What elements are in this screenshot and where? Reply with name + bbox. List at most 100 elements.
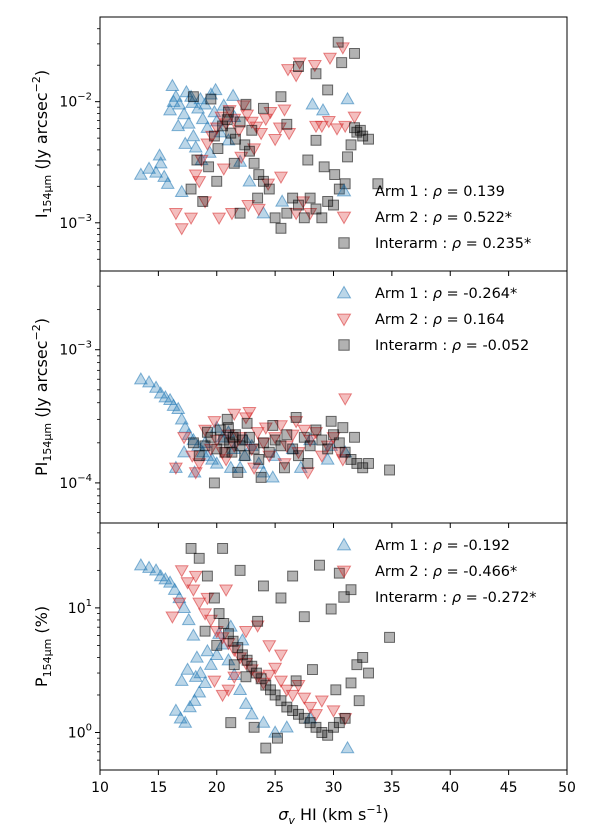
data-point-triangle-up [193,665,208,679]
data-point-triangle-down [297,424,312,438]
data-point-square [232,466,244,478]
x-tick-label: 45 [500,780,518,796]
y-tick-label: 10−2 [59,92,92,111]
data-point-square [298,212,310,224]
data-point-triangle-up [167,582,182,595]
data-point-square [275,222,287,234]
data-point-triangle-up [176,106,192,120]
legend-marker [338,591,350,603]
data-point-triangle-down [200,138,215,151]
data-point-square [330,684,342,696]
data-point-square [336,57,348,69]
data-point-square [322,84,334,96]
data-point-square [293,199,304,211]
data-point-square [293,61,304,72]
data-point-square [240,671,252,683]
data-point-square [307,664,318,676]
x-axis: 10 15 20 25 30 35 40 45 50 σv HI (km s−1) [91,780,576,827]
data-point-triangle-down [215,689,230,703]
data-point-square [322,443,334,455]
y-axis-label: I154μm (Jy arcsec−2) [30,70,54,218]
data-point-square [290,675,302,687]
data-point-square [248,157,260,169]
data-point-square [208,130,220,142]
data-point-square [211,175,223,187]
data-point-square [345,453,357,465]
data-point-triangle-down [221,684,236,698]
data-point-triangle-down [285,689,300,703]
data-point-triangle-up [141,375,157,388]
data-point-square [205,93,217,105]
data-point-triangle-up [153,156,168,169]
data-point-triangle-down [192,458,207,471]
data-point-square [302,154,314,166]
data-point-square [213,608,225,620]
data-point-square [328,429,339,441]
data-point-square [310,134,322,146]
data-point-triangle-up [221,133,236,146]
data-point-square [227,431,239,443]
legend-marker [338,237,350,249]
legend-entry: Arm 2 : ρ = 0.164 [375,312,505,328]
data-point-triangle-down [326,705,341,718]
data-point-triangle-down [277,458,292,471]
data-point-square [345,677,357,689]
data-point-triangle-down [303,701,318,715]
data-point-triangle-up [133,167,148,180]
data-point-triangle-down [165,611,180,624]
data-point-square [197,196,209,207]
data-point-square [310,424,322,436]
data-point-square [224,437,236,449]
data-point-square [193,552,205,564]
data-point-triangle-up [195,111,210,125]
data-points [133,36,384,236]
data-point-triangle-down [222,105,237,118]
data-point-square [281,429,293,441]
data-point-triangle-up [181,116,196,129]
data-point-square [298,712,310,724]
data-point-triangle-up [233,682,248,695]
data-point-triangle-down [188,467,203,480]
data-point-square [316,434,328,446]
data-point-triangle-up [152,148,167,161]
data-point-square [234,564,246,576]
data-point-triangle-down [212,212,227,225]
data-point-triangle-up [265,470,280,483]
data-point-square [281,207,293,219]
data-point-triangle-down [184,212,199,225]
x-tick-label: 15 [149,780,167,796]
data-point-square [342,151,353,163]
data-point-triangle-up [242,174,257,187]
data-point-triangle-down [216,163,231,176]
data-point-triangle-up [205,452,220,465]
data-point-square [293,708,304,720]
data-point-triangle-down [219,584,234,597]
data-point-square [241,417,253,429]
legend: Arm 1 : ρ = 0.139 Arm 2 : ρ = 0.522* Inter… [336,183,531,252]
data-point-square [211,639,223,651]
data-point-square [318,161,330,173]
data-point-triangle-up [172,590,187,604]
data-point-triangle-up [293,460,308,473]
legend-entry: Interarm : ρ = -0.052 [375,338,529,354]
data-point-triangle-down [238,626,253,639]
data-point-square [208,477,220,489]
legend: Arm 1 : ρ = -0.192 Arm 2 : ρ = -0.466* Int… [336,537,536,606]
data-point-triangle-down [188,169,203,182]
y-tick-label: 10−4 [59,473,92,492]
data-point-square [225,717,237,729]
data-point-square [333,437,345,449]
data-point-square [269,689,281,701]
data-point-square [372,178,384,190]
data-point-triangle-down [251,203,266,217]
data-point-triangle-down [168,462,183,475]
data-point-square [203,161,215,173]
data-point-square [354,124,366,136]
data-point-square [243,145,255,157]
data-point-square [217,542,229,554]
legend: Arm 1 : ρ = -0.264* Arm 2 : ρ = 0.164 Inte… [336,285,529,354]
data-point-square [337,422,349,434]
data-point-triangle-down [192,597,207,610]
data-point-triangle-up [186,128,201,142]
data-point-square [250,667,262,679]
